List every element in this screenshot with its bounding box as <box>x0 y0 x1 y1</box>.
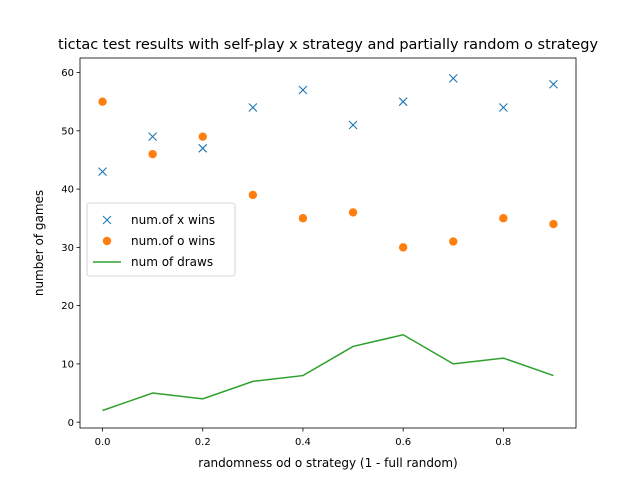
chart-title: tictac test results with self-play x str… <box>58 37 598 53</box>
x-marker-stroke <box>148 132 158 142</box>
plot-area <box>79 57 577 429</box>
o-wins-point <box>248 190 258 200</box>
x-wins-point <box>348 120 358 130</box>
draws-line <box>102 333 554 412</box>
series-layer <box>98 74 558 412</box>
x-wins-point <box>98 167 107 177</box>
series-1 <box>98 97 558 252</box>
x-wins-point <box>398 97 408 107</box>
x-marker-stroke <box>549 79 558 89</box>
series-2 <box>102 333 554 412</box>
o-wins-point <box>499 214 508 223</box>
o-wins-point <box>549 219 558 229</box>
y-tick-label: 40 <box>61 185 74 196</box>
o-wins-point <box>148 149 157 159</box>
legend-box <box>86 202 236 277</box>
x-marker-stroke <box>248 103 258 112</box>
x-marker-stroke <box>448 74 458 83</box>
x-wins-point <box>549 79 558 89</box>
o-wins-point <box>98 97 107 106</box>
x-tick-label: 0.2 <box>195 437 211 448</box>
y-axis-label: number of games <box>32 190 46 296</box>
x-marker-stroke <box>198 143 208 153</box>
x-tick-label: 0.6 <box>395 437 411 448</box>
x-marker-stroke <box>398 97 408 107</box>
x-wins-point <box>248 103 258 112</box>
y-tick-label: 60 <box>61 68 74 79</box>
x-marker-stroke <box>102 215 112 225</box>
y-tick-label: 0 <box>68 418 74 429</box>
legend-swatch-x <box>102 215 112 225</box>
legend-label: num.of o wins <box>131 234 215 248</box>
x-tick-label: 0.0 <box>95 437 111 448</box>
y-tick-label: 10 <box>61 360 74 371</box>
o-wins-point <box>449 237 458 246</box>
y-tick-label: 50 <box>61 126 74 137</box>
series-0 <box>98 74 558 177</box>
x-marker-stroke <box>298 85 308 95</box>
x-marker-stroke <box>98 167 107 177</box>
legend-label: num of draws <box>131 255 213 269</box>
x-tick-label: 0.4 <box>295 437 311 448</box>
y-tick-label: 30 <box>61 243 74 254</box>
x-marker-stroke <box>498 103 508 112</box>
legend-label: num.of x wins <box>131 213 215 227</box>
x-tick-label: 0.8 <box>495 437 511 448</box>
x-wins-point <box>148 132 158 142</box>
o-wins-point <box>298 214 308 223</box>
o-wins-point <box>398 243 408 252</box>
x-axis-label: randomness od o strategy (1 - full rando… <box>198 456 457 470</box>
x-axis: 0.0 0.2 0.4 0.6 0.8 <box>95 428 511 448</box>
legend-swatch-circle <box>102 236 112 246</box>
x-wins-point <box>498 103 508 112</box>
legend: num.of x wins num.of o wins num of draws <box>86 202 236 277</box>
x-wins-point <box>298 85 308 95</box>
o-wins-point <box>348 208 358 217</box>
y-axis: 0 10 20 30 40 50 60 <box>61 68 80 429</box>
x-wins-point <box>198 143 208 153</box>
x-marker-stroke <box>348 120 358 130</box>
o-wins-point <box>198 132 207 141</box>
y-tick-label: 20 <box>61 301 74 312</box>
x-wins-point <box>448 74 458 83</box>
